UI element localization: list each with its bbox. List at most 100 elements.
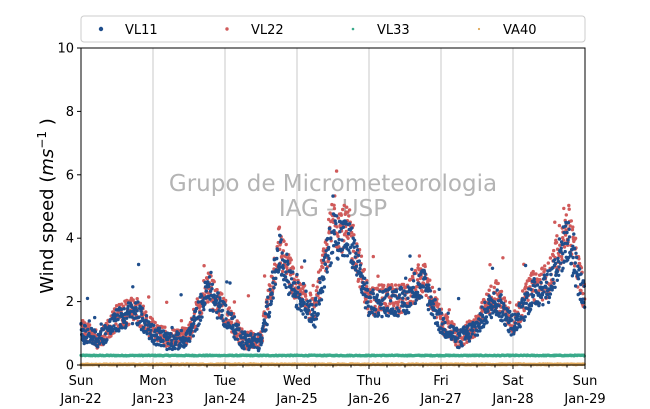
data-point [567,207,571,211]
data-point [275,256,279,261]
data-point [215,316,220,320]
data-point [342,254,347,258]
data-point [363,276,367,280]
data-point [105,338,109,342]
data-point [562,231,566,235]
data-point [208,297,212,301]
data-point [557,273,561,277]
data-point [391,307,395,311]
data-point [380,314,384,319]
data-point [362,282,366,287]
data-point [374,297,379,301]
data-point [86,327,90,332]
data-point [552,248,556,253]
data-point [298,292,302,297]
data-point [284,285,288,290]
data-point [292,281,297,285]
data-point [329,236,333,240]
data-point [406,296,410,300]
data-point [383,302,388,306]
data-point [310,303,314,307]
data-point [277,268,281,272]
data-point [332,229,336,233]
data-point [330,250,335,255]
data-point [281,263,285,268]
data-point [83,324,88,328]
data-point [329,261,333,265]
data-point [550,288,554,292]
data-point [226,321,230,325]
data-point [466,332,471,336]
data-point [578,291,582,295]
data-point [161,329,166,333]
data-point [260,340,264,345]
data-point [494,305,498,310]
data-point [328,226,332,231]
data-point [243,330,247,334]
data-point [347,222,352,226]
data-point [490,307,494,312]
data-point [275,248,280,253]
data-point [82,321,87,325]
data-point [561,252,565,256]
data-point [401,304,405,308]
x-tick-label-date: Jan-26 [347,392,389,407]
data-point [579,288,583,293]
legend: VL11 VL22 VL33 VA40 [80,15,586,43]
data-point [215,288,219,292]
data-point [457,345,461,350]
data-point [555,234,559,238]
data-point [419,295,424,299]
data-point [406,310,411,315]
x-tick-label-day: Fri [433,374,449,389]
data-point [494,279,498,283]
data-point [548,292,553,296]
data-point [531,269,535,274]
data-point [401,282,406,287]
data-point [157,326,162,330]
data-point [507,330,511,334]
data-point [220,313,224,318]
x-tick-label-day: Wed [283,374,311,389]
data-point [572,232,576,236]
data-point [265,304,270,308]
data-point [189,329,193,333]
data-point [87,331,91,336]
y-axis-label: Wind speed (ms−1 ) [35,118,58,293]
data-point [102,327,106,331]
data-point [502,296,507,300]
data-point [173,346,177,351]
data-point [352,241,356,245]
data-point [188,339,192,343]
data-point [563,241,567,246]
data-point [347,208,352,212]
data-point [318,280,322,285]
data-point [332,203,336,207]
data-point [161,339,165,343]
data-point [482,322,486,326]
data-point [216,291,220,295]
data-point [569,219,573,223]
data-point [379,302,384,306]
data-point [116,317,120,322]
x-tick-label-day: Sat [502,374,523,389]
data-point [91,338,95,342]
data-point [513,312,517,316]
data-point [317,302,321,306]
data-point [563,224,568,228]
data-point [355,244,359,248]
data-point [402,301,406,305]
data-point [195,327,199,331]
data-point [130,321,135,326]
data-point [268,284,272,288]
data-point [99,322,103,326]
data-point [386,314,391,318]
data-point [225,280,229,284]
data-point [166,341,170,346]
data-point [357,259,361,263]
data-point [364,294,368,298]
data-point [140,312,144,316]
data-point [518,325,522,329]
data-point [212,293,216,297]
data-point [131,285,135,289]
